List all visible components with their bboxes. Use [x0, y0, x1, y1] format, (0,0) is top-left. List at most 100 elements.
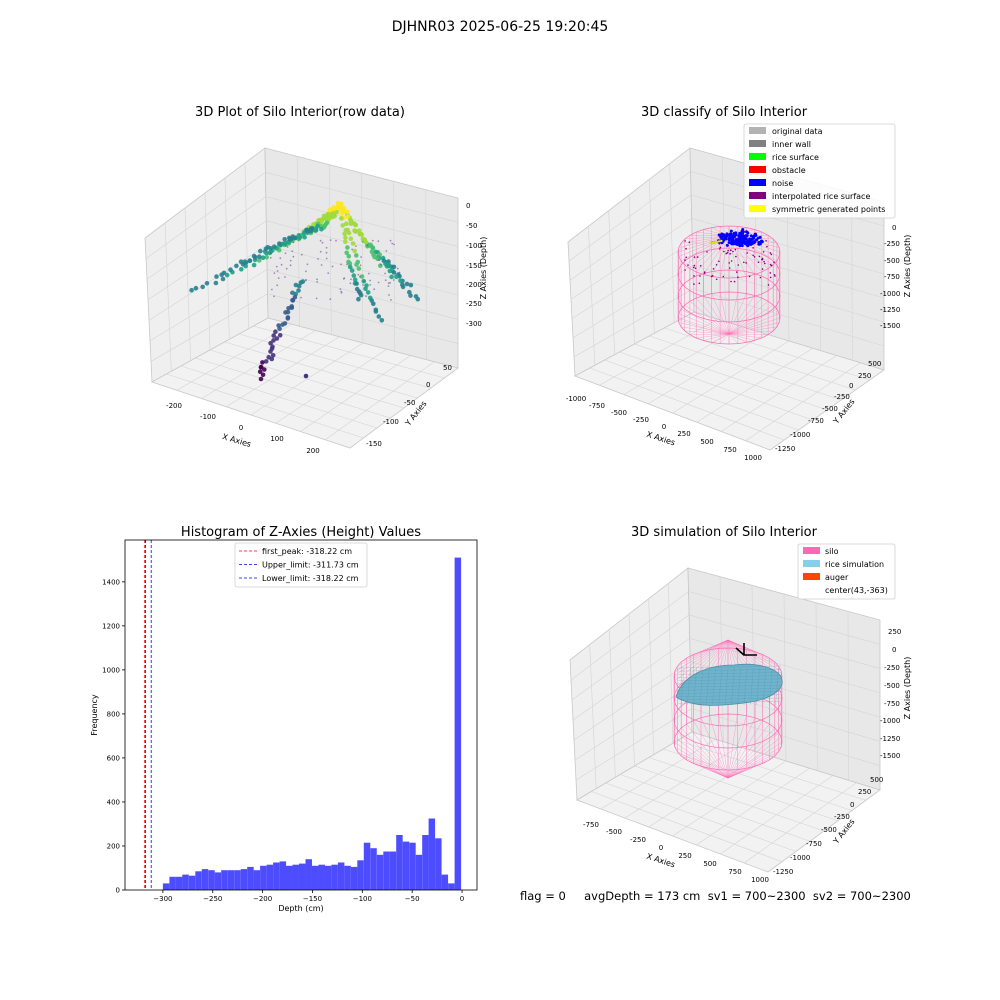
point-interpolated: [759, 276, 762, 279]
point-noise: [734, 241, 738, 245]
point: [347, 261, 353, 266]
point: [271, 244, 277, 249]
histogram-bar: [435, 838, 442, 890]
point: [365, 295, 367, 298]
point: [263, 246, 269, 252]
gridline: [244, 162, 249, 329]
point-interpolated: [733, 280, 736, 283]
point: [284, 276, 286, 278]
legend-label: center(43,-363): [825, 586, 888, 595]
panel4-z-tick: 250: [888, 628, 901, 636]
gridline: [664, 327, 856, 391]
gridline: [677, 740, 867, 801]
point-interpolated: [764, 262, 766, 265]
point: [264, 254, 270, 260]
point: [268, 349, 273, 354]
histogram-bar: [396, 835, 403, 890]
point: [319, 250, 322, 253]
point: [346, 263, 348, 266]
point: [243, 260, 249, 265]
rice-mesh-line: [724, 667, 729, 706]
silo-rib: [677, 317, 730, 335]
point: [369, 284, 372, 286]
rice-mesh-line: [693, 667, 697, 706]
point: [340, 290, 343, 293]
legend-label: rice simulation: [825, 560, 884, 569]
gridline: [668, 583, 674, 744]
point: [257, 258, 262, 263]
point: [342, 231, 347, 237]
point: [377, 252, 383, 257]
silo-rib: [678, 322, 730, 335]
panel1-x-tick: -200: [166, 402, 182, 410]
panel4-auger-marker: [735, 643, 757, 656]
legend-swatch: [749, 179, 766, 186]
point: [257, 369, 263, 375]
panel2-z-tick: -1000: [880, 290, 900, 298]
panel2-z-tick: -250: [884, 240, 900, 248]
point: [260, 372, 266, 378]
x-tick-label: −250: [203, 895, 222, 903]
point: [273, 272, 276, 274]
point: [289, 264, 292, 267]
legend-label: rice surface: [772, 153, 819, 162]
gridline: [696, 347, 813, 423]
point: [343, 235, 348, 240]
point: [358, 292, 364, 298]
point: [289, 259, 292, 262]
panel1-xlabel: X Axies: [221, 432, 252, 449]
panel1-x-tick: 0: [239, 424, 243, 432]
silo-rib: [709, 715, 729, 779]
silo-rib: [703, 333, 730, 341]
point: [339, 211, 345, 216]
gridline: [589, 644, 597, 789]
point-interpolated: [728, 267, 731, 269]
point-noise: [727, 241, 731, 244]
point-interpolated: [730, 249, 732, 252]
point-interpolated: [718, 260, 720, 263]
gridline: [634, 765, 825, 832]
point-interpolated: [719, 248, 721, 250]
silo-rib: [696, 333, 730, 339]
point: [257, 254, 262, 259]
panel1-x-tick: -100: [200, 413, 216, 421]
panel-raw-data: 3D Plot of Silo Interior(row data) -200 …: [144, 105, 488, 455]
point: [325, 257, 328, 260]
point: [351, 273, 357, 278]
point: [355, 245, 357, 248]
point: [214, 274, 219, 279]
point-noise: [725, 234, 728, 238]
panel4-axes-box: [569, 567, 881, 873]
point: [274, 336, 280, 341]
histogram-bar: [415, 854, 423, 890]
point: [251, 253, 257, 259]
point: [319, 226, 324, 232]
panel1-zlabel: Z Axies (Depth): [479, 237, 488, 300]
rice-mesh-line: [756, 667, 760, 706]
y-tick-label: 400: [107, 798, 120, 806]
silo-rib: [703, 235, 730, 275]
point: [349, 282, 352, 285]
legend-label: first_peak: -318.22 cm: [262, 547, 352, 556]
point-interpolated: [737, 276, 739, 279]
panel1-title: 3D Plot of Silo Interior(row data): [195, 105, 405, 120]
gridline: [649, 335, 842, 401]
silo-rib: [727, 736, 782, 779]
point-interpolated: [752, 254, 754, 257]
point: [292, 241, 295, 244]
point-interpolated: [735, 255, 737, 258]
point: [384, 272, 386, 275]
panel1-x-ticks: -200 -100 0 100 200: [166, 402, 320, 455]
point: [352, 228, 357, 233]
silo-rib: [719, 235, 730, 278]
point-interpolated: [769, 252, 772, 254]
point: [349, 268, 355, 273]
point: [367, 272, 370, 275]
gridline: [325, 361, 435, 440]
point-interpolated: [723, 250, 725, 253]
silo-rib: [727, 755, 775, 779]
rice-mesh-line: [743, 667, 748, 706]
histogram-bar: [402, 841, 410, 890]
silo-rib: [673, 741, 729, 779]
point: [304, 228, 309, 233]
